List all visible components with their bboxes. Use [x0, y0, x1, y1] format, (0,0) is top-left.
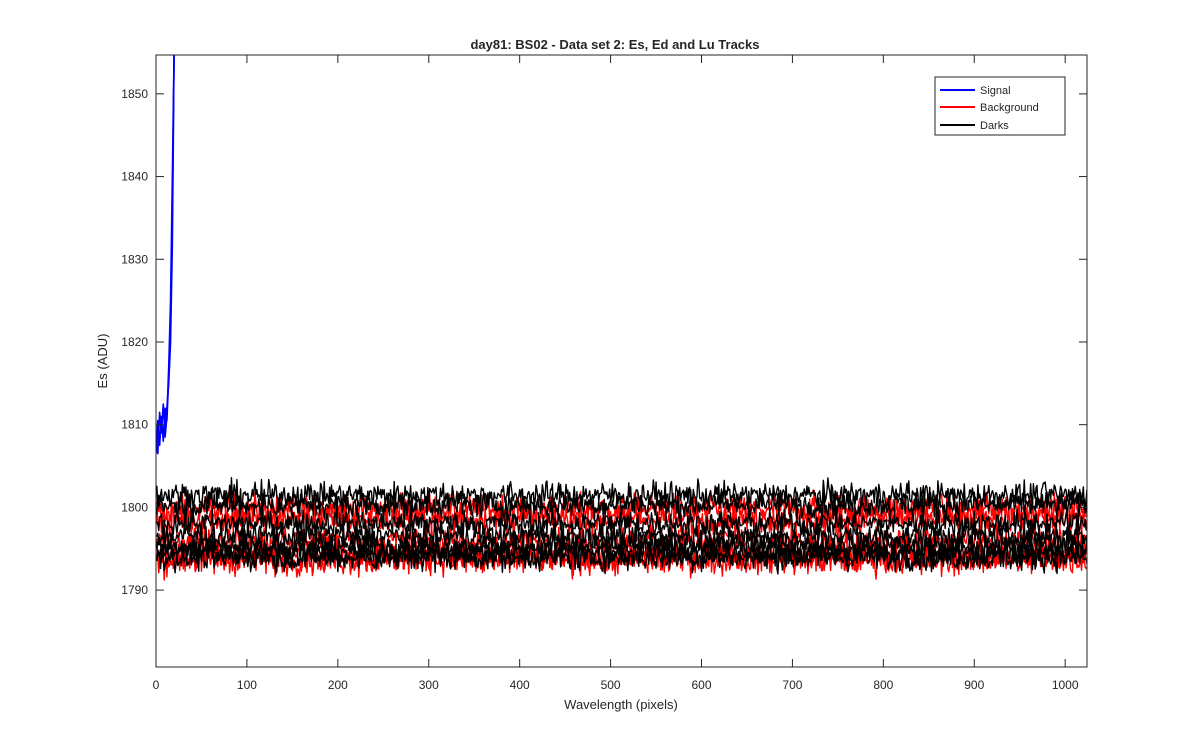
series-line-signal-2	[156, 55, 175, 450]
y-tick-label: 1850	[121, 87, 148, 101]
x-tick-label: 800	[873, 678, 893, 692]
y-tick-label: 1800	[121, 500, 148, 514]
x-axis-label: Wavelength (pixels)	[564, 697, 678, 712]
series-line-darks-12	[156, 528, 1087, 565]
legend-label-background: Background	[980, 102, 1039, 114]
y-axis: 1790 1800 1810 1820 1830 1840 1850	[121, 87, 1087, 597]
y-tick-label: 1820	[121, 335, 148, 349]
y-tick-label: 1790	[121, 583, 148, 597]
legend-label-signal: Signal	[980, 85, 1011, 97]
series-line-darks-14	[156, 541, 1087, 575]
y-axis-label: Es (ADU)	[95, 334, 110, 389]
x-tick-label: 600	[691, 678, 711, 692]
legend-label-darks: Darks	[980, 120, 1009, 132]
y-tick-label: 1840	[121, 170, 148, 184]
series-line-signal-1	[156, 55, 175, 455]
x-tick-label: 900	[964, 678, 984, 692]
x-tick-label: 1000	[1052, 678, 1079, 692]
plot-area	[156, 55, 1087, 667]
x-tick-label: 400	[510, 678, 530, 692]
x-tick-label: 500	[601, 678, 621, 692]
x-tick-label: 200	[328, 678, 348, 692]
x-axis: 0 100 200 300 400 500 600 700 800 900 1000	[153, 55, 1079, 692]
series-line-darks-9	[156, 488, 1087, 522]
x-tick-label: 0	[153, 678, 160, 692]
x-tick-label: 100	[237, 678, 257, 692]
x-tick-label: 700	[782, 678, 802, 692]
series-layer	[156, 55, 1087, 581]
y-tick-label: 1810	[121, 418, 148, 432]
legend: Signal Background Darks	[934, 76, 1066, 136]
x-tick-label: 300	[419, 678, 439, 692]
y-tick-label: 1830	[121, 252, 148, 266]
plot-border	[155, 54, 1088, 668]
chart-title: day81: BS02 - Data set 2: Es, Ed and Lu …	[470, 37, 759, 52]
